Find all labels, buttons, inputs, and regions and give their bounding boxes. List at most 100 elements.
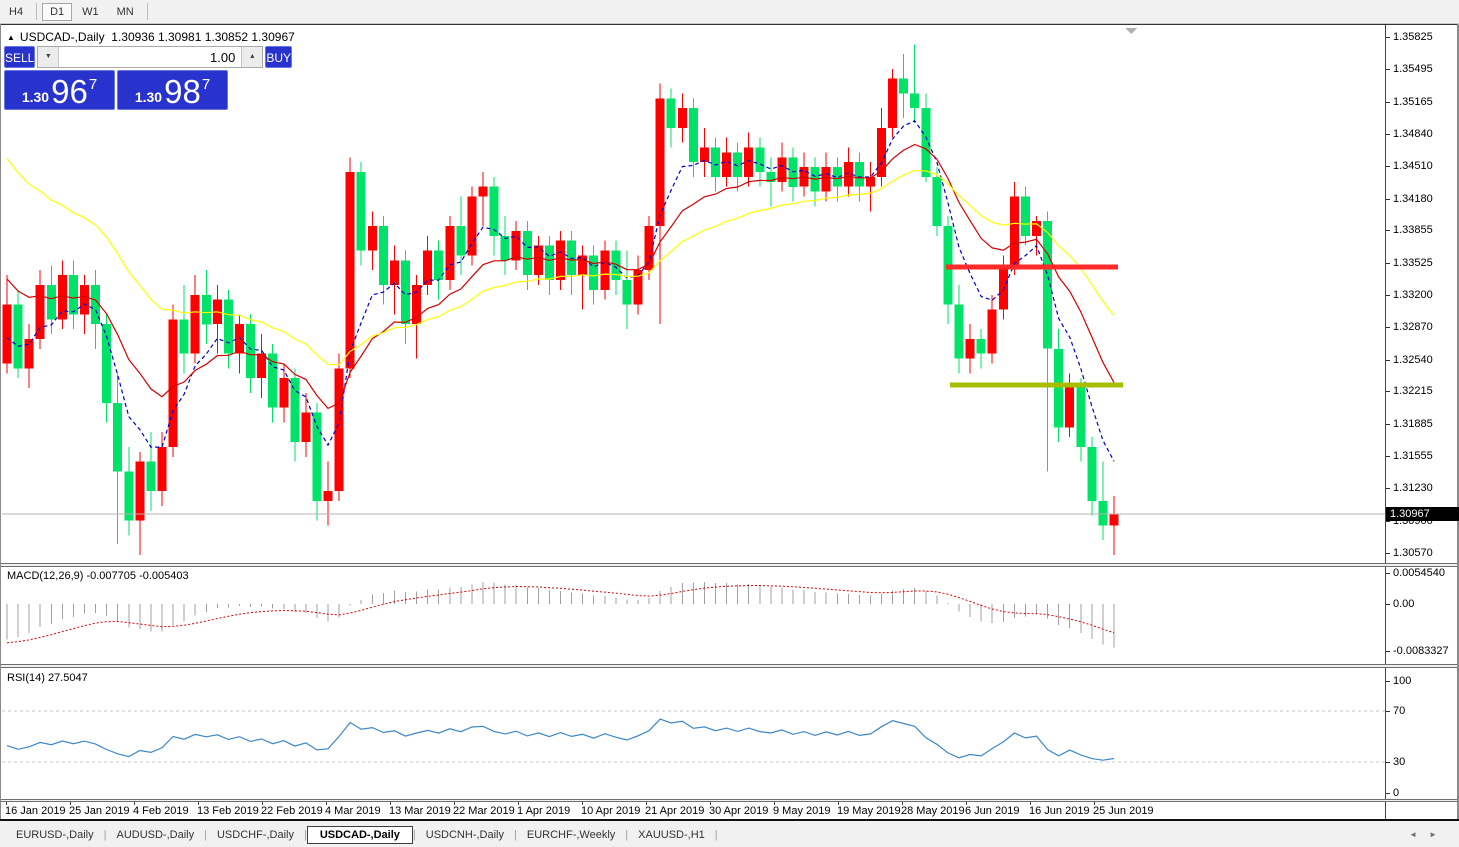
price-tick <box>1386 456 1390 457</box>
rsi-tick-label: 30 <box>1393 756 1406 768</box>
sell-button[interactable]: SELL <box>4 46 36 68</box>
date-label: 30 Apr 2019 <box>709 805 769 817</box>
price-tick-label: 1.30570 <box>1393 547 1433 559</box>
date-label: 6 Jun 2019 <box>965 805 1020 817</box>
sell-price-button[interactable]: 1.30 96 7 <box>4 70 115 110</box>
bid-prefix: 1.30 <box>21 89 50 105</box>
toolbar-separator <box>146 3 148 20</box>
price-tick-label: 1.35495 <box>1393 63 1433 75</box>
time-tick <box>198 802 199 805</box>
macd-plot[interactable] <box>2 567 1385 664</box>
macd-tick-label: 0.00 <box>1393 598 1415 610</box>
macd-tick-label: 0.0054540 <box>1393 567 1445 579</box>
price-tick <box>1386 166 1390 167</box>
tab-separator: | <box>625 828 629 841</box>
price-tick-label: 1.33200 <box>1393 289 1433 301</box>
time-tick <box>518 802 519 805</box>
buy-price-button[interactable]: 1.30 98 7 <box>117 70 228 110</box>
rsi-tick <box>1386 762 1390 763</box>
price-tick-label: 1.35825 <box>1393 31 1433 43</box>
time-tick <box>774 802 775 805</box>
macd-tick <box>1386 573 1390 574</box>
chart-window-border <box>0 24 1 820</box>
price-tick <box>1386 102 1390 103</box>
date-label: 4 Mar 2019 <box>325 805 381 817</box>
volume-input[interactable] <box>59 47 242 67</box>
price-tick <box>1386 230 1390 231</box>
tab-scroll-right-icon[interactable]: ► <box>1429 830 1449 839</box>
date-label: 16 Jun 2019 <box>1029 805 1090 817</box>
pane-splitter[interactable] <box>1 664 1457 668</box>
rsi-tick <box>1386 793 1390 794</box>
time-tick <box>710 802 711 805</box>
rsi-tick-label: 100 <box>1393 675 1412 687</box>
date-label: 16 Jan 2019 <box>5 805 66 817</box>
chart-collapse-icon[interactable]: ▲ <box>7 33 15 42</box>
tab-scroll-arrows: ◄► <box>1409 830 1449 839</box>
buy-button[interactable]: BUY <box>265 46 293 68</box>
price-tick-label: 1.32540 <box>1393 354 1433 366</box>
ask-prefix: 1.30 <box>134 89 163 105</box>
time-tick <box>390 802 391 805</box>
tab-usdcad-daily[interactable]: USDCAD-,Daily <box>306 825 413 844</box>
tab-eurchf-weekly[interactable]: EURCHF-,Weekly <box>526 828 616 841</box>
price-tick-label: 1.31230 <box>1393 482 1433 494</box>
rsi-plot[interactable] <box>2 668 1385 799</box>
pane-splitter[interactable] <box>1 563 1457 567</box>
tab-usdchf-daily[interactable]: USDCHF-,Daily <box>216 828 294 841</box>
rsi-indicator-label: RSI(14) 27.5047 <box>7 672 88 684</box>
price-tick <box>1386 295 1390 296</box>
pane-splitter <box>1 799 1457 802</box>
date-label: 10 Apr 2019 <box>581 805 641 817</box>
tab-scroll-left-icon[interactable]: ◄ <box>1409 830 1430 839</box>
date-label: 1 Apr 2019 <box>517 805 571 817</box>
price-tick-label: 1.32870 <box>1393 321 1433 333</box>
volume-stepper: ▼ ▲ <box>37 46 264 68</box>
date-label: 22 Mar 2019 <box>453 805 515 817</box>
tab-eurusd-daily[interactable]: EURUSD-,Daily <box>16 828 94 841</box>
tab-usdcnh-daily[interactable]: USDCNH-,Daily <box>425 828 504 841</box>
tab-separator: | <box>714 828 718 841</box>
chart-tabs: EURUSD-,Daily | AUDUSD-,Daily | USDCHF-,Dail… <box>6 824 718 845</box>
date-label: 25 Jan 2019 <box>69 805 130 817</box>
chart-ohlc-values: 1.30936 1.30981 1.30852 1.30967 <box>111 30 295 44</box>
time-tick <box>70 802 71 805</box>
time-tick <box>6 802 7 805</box>
volume-decrease-icon[interactable]: ▼ <box>38 47 60 67</box>
date-label: 19 May 2019 <box>837 805 901 817</box>
period-button-d1[interactable]: D1 <box>42 2 73 21</box>
toolbar-separator <box>36 3 38 20</box>
period-button-mn[interactable]: MN <box>116 5 134 18</box>
price-tick <box>1386 488 1390 489</box>
bid-big-digits: 96 <box>51 73 88 110</box>
macd-tick <box>1386 651 1390 652</box>
time-tick <box>902 802 903 805</box>
tab-separator: | <box>103 828 107 841</box>
ma-line-mid <box>6 143 1115 410</box>
date-label: 21 Apr 2019 <box>645 805 705 817</box>
price-tick-label: 1.31555 <box>1393 450 1433 462</box>
ma-line-slow <box>6 157 1115 366</box>
price-tick <box>1386 521 1390 522</box>
chart-title: ▲ USDCAD-,Daily 1.30936 1.30981 1.30852 1… <box>7 30 295 44</box>
volume-increase-icon[interactable]: ▲ <box>241 47 263 67</box>
date-label: 22 Feb 2019 <box>261 805 323 817</box>
period-button-h4[interactable]: H4 <box>9 5 24 18</box>
time-tick <box>134 802 135 805</box>
time-tick <box>582 802 583 805</box>
chart-window-border <box>0 24 1459 25</box>
chart-symbol-period: USDCAD-,Daily <box>19 30 105 44</box>
chart-window-border <box>1457 24 1459 820</box>
tab-separator: | <box>514 828 517 841</box>
tab-audusd-daily[interactable]: AUDUSD-,Daily <box>116 828 195 841</box>
macd-indicator-label: MACD(12,26,9) -0.007705 -0.005403 <box>7 570 189 582</box>
main-chart-plot[interactable] <box>2 25 1385 563</box>
price-tick <box>1386 360 1390 361</box>
tab-xauusd-h1[interactable]: XAUUSD-,H1 <box>638 828 705 841</box>
bid-pipette: 7 <box>88 76 98 93</box>
period-button-w1[interactable]: W1 <box>82 5 99 18</box>
tab-separator: | <box>412 828 416 841</box>
price-tick-label: 1.34180 <box>1393 193 1433 205</box>
time-tick <box>1094 802 1095 805</box>
date-label: 13 Mar 2019 <box>389 805 451 817</box>
